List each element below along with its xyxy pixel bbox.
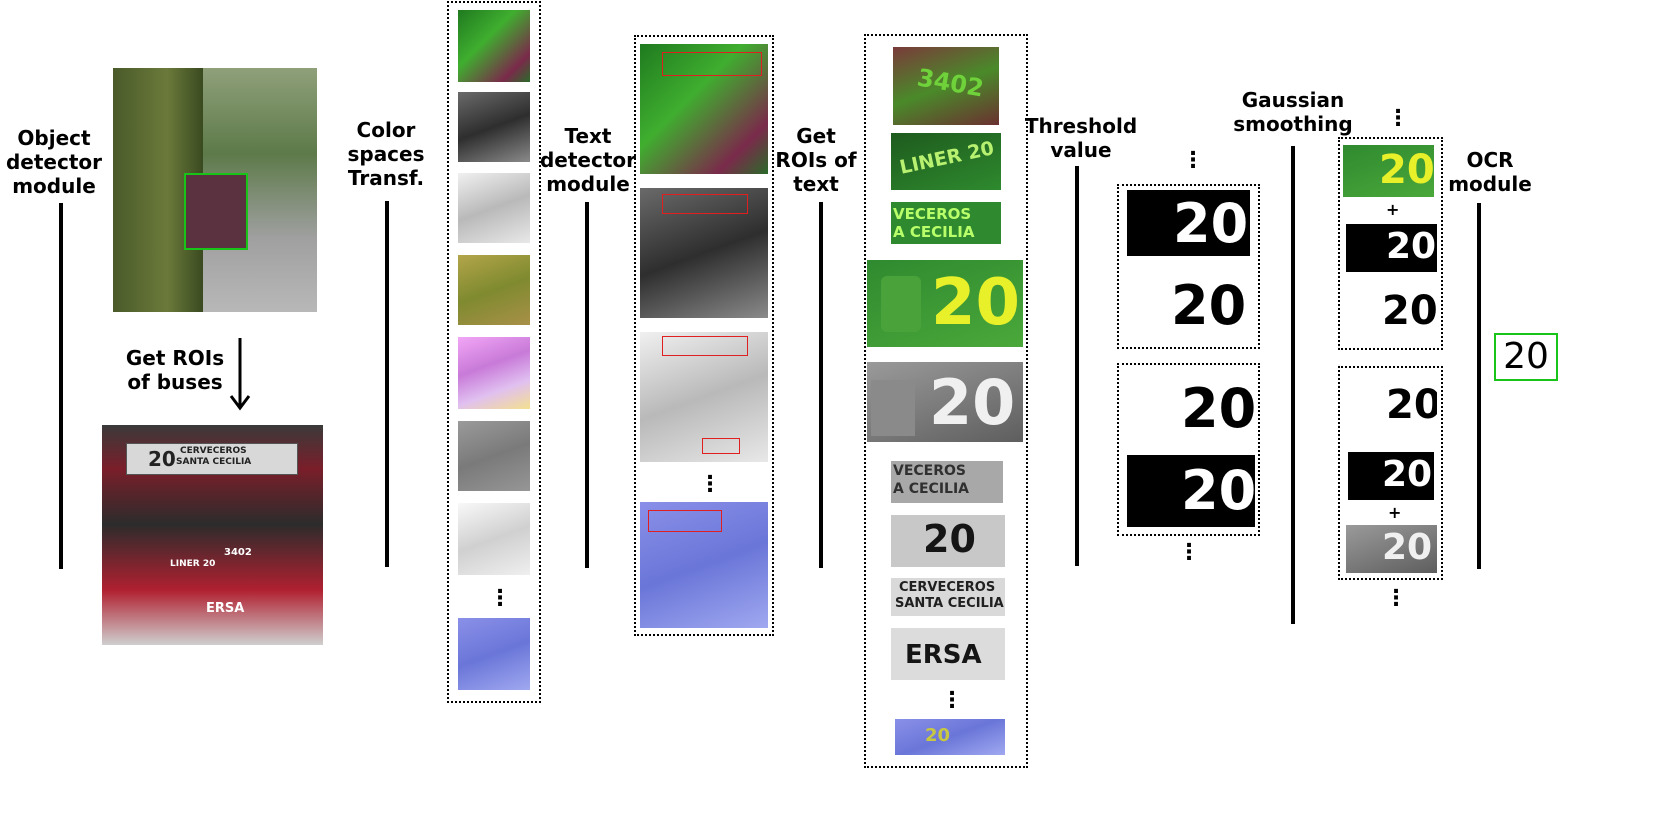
plus-sign-2: + — [1388, 503, 1401, 522]
gaussian-tile-3: 20 — [1346, 282, 1437, 342]
threshold-tile-1: 20 — [1127, 190, 1250, 256]
text-box — [662, 52, 762, 76]
color-space-tile-pink — [458, 337, 530, 409]
threshold-tile-4: 20 — [1127, 455, 1255, 527]
bus-destination-line2: SANTA CECILIA — [176, 457, 251, 467]
bus-fleet-number: 3402 — [224, 547, 252, 558]
text-roi-fleet-number: 3402 — [893, 47, 999, 125]
label-get-rois-buses: Get ROIs of buses — [118, 346, 232, 394]
text-detect-tile-2 — [640, 188, 768, 318]
divider-line-3 — [585, 202, 589, 568]
label-get-rois-text: Get ROIs of text — [768, 124, 864, 196]
threshold-tile-2: 20 — [1127, 268, 1250, 342]
gaussian-tile-5: 20 — [1348, 452, 1434, 500]
ellipsis-text-rois: ⋮ — [941, 690, 963, 712]
ellipsis-threshold-top: ⋮ — [1182, 150, 1204, 172]
divider-line-6 — [1291, 146, 1295, 624]
divider-line-4 — [819, 202, 823, 568]
label-color-spaces: Color spaces Transf. — [338, 118, 434, 190]
text-roi-destination-gray: VECEROS A CECILIA — [891, 461, 1003, 503]
divider-line-1 — [59, 203, 63, 569]
bus-liner: LINER 20 — [170, 559, 215, 569]
ellipsis-text-detector: ⋮ — [699, 474, 721, 496]
bus-brand: ERSA — [206, 601, 244, 616]
color-space-tile-rgb — [458, 10, 530, 82]
ocr-result-box: 20 — [1494, 333, 1558, 381]
text-detect-tile-4 — [640, 502, 768, 628]
label-text-detector: Text detector module — [538, 124, 638, 196]
color-space-tile-mid-gray — [458, 421, 530, 491]
text-roi-number-light: 20 — [891, 515, 1005, 567]
text-roi-number-gray: 20 — [867, 362, 1023, 442]
divider-line-2 — [385, 201, 389, 567]
text-roi-destination-green: VECEROS A CECILIA — [891, 202, 1001, 244]
gaussian-tile-1: 20 — [1343, 145, 1434, 197]
ocr-result-text: 20 — [1503, 336, 1549, 377]
text-roi-brand: ERSA — [891, 628, 1005, 680]
plus-sign-1: + — [1386, 200, 1399, 219]
gaussian-tile-2: 20 — [1346, 224, 1437, 272]
bus-roi-image: 20 CERVECEROS SANTA CECILIA 3402 LINER 2… — [102, 425, 323, 645]
text-roi-liner: LINER 20 — [891, 133, 1001, 190]
label-gaussian: Gaussian smoothing — [1228, 88, 1358, 136]
ellipsis-gaussian-top: ⋮ — [1387, 108, 1409, 130]
text-box — [662, 336, 748, 356]
label-object-detector: Object detector module — [0, 126, 108, 198]
text-box — [662, 194, 748, 214]
color-space-tile-gray — [458, 92, 530, 162]
text-roi-number-blue: 20 — [895, 719, 1005, 755]
detection-box — [184, 173, 248, 250]
text-detect-tile-3 — [640, 332, 768, 462]
color-space-tile-light — [458, 173, 530, 243]
text-box — [648, 510, 722, 532]
ellipsis-color-spaces: ⋮ — [489, 588, 511, 610]
ellipsis-threshold-bottom: ⋮ — [1178, 542, 1200, 564]
label-ocr: OCR module — [1440, 148, 1540, 196]
text-box — [702, 438, 740, 454]
color-space-tile-olive — [458, 255, 530, 325]
color-space-tile-blue — [458, 618, 530, 690]
wheelchair-icon — [881, 276, 921, 332]
bus-destination-line1: CERVECEROS — [180, 446, 247, 456]
input-photo — [113, 68, 317, 312]
color-space-tile-white — [458, 503, 530, 575]
down-arrow-icon — [228, 338, 252, 412]
text-roi-destination-light: CERVECEROS SANTA CECILIA — [891, 578, 1005, 616]
divider-line-7 — [1477, 203, 1481, 569]
gaussian-tile-6: 20 — [1346, 525, 1437, 573]
text-roi-number-green: 20 — [867, 260, 1023, 347]
divider-line-5 — [1075, 166, 1079, 566]
threshold-tile-3: 20 — [1127, 371, 1255, 445]
wheelchair-icon — [871, 380, 915, 436]
gaussian-tile-4: 20 — [1346, 376, 1437, 436]
ellipsis-gaussian-bottom: ⋮ — [1385, 588, 1407, 610]
bus-route-number: 20 — [148, 447, 176, 471]
label-threshold: Threshold value — [1020, 114, 1142, 162]
text-detect-tile-1 — [640, 44, 768, 174]
